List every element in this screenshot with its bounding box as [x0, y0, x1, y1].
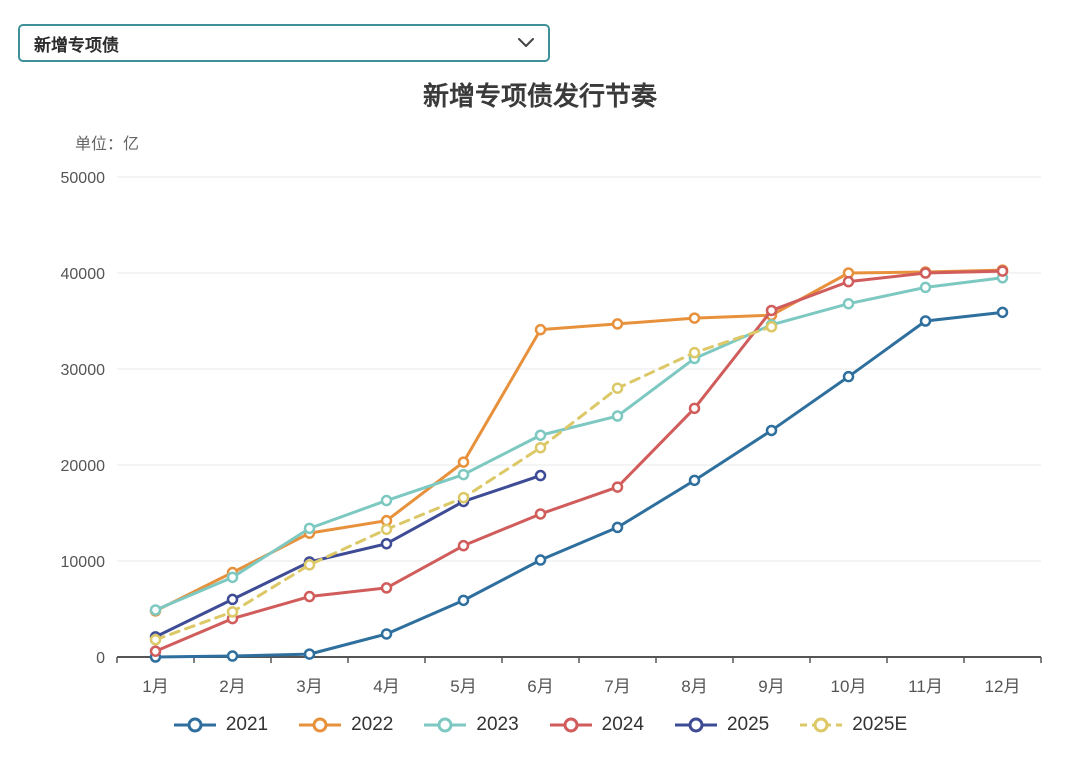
line-chart: 0 10000 20000 30000 40000 50000 1月 2月 3月 4月 5月 6月 7月…: [61, 170, 1042, 696]
legend-line-marker-icon: [173, 717, 216, 733]
x-axis-label: 5月: [450, 677, 476, 696]
chart-title: 新增专项债发行节奏: [422, 81, 657, 111]
chevron-down-icon: [518, 38, 534, 47]
series-line-2024: [154, 269, 1004, 653]
x-axis-label: 9月: [758, 677, 784, 696]
data-point-2023[interactable]: [611, 410, 624, 422]
legend-label: 2024: [601, 714, 644, 735]
data-point-2025[interactable]: [380, 537, 393, 550]
data-point-2021[interactable]: [611, 521, 624, 534]
data-point-2021[interactable]: [534, 554, 547, 566]
data-point-2025E[interactable]: [765, 321, 778, 333]
legend-item-2025[interactable]: 2025: [674, 714, 769, 736]
data-point-2023[interactable]: [303, 522, 316, 535]
data-point-2023[interactable]: [534, 429, 547, 441]
y-axis-label: 50000: [61, 170, 106, 187]
data-point-2025E[interactable]: [226, 606, 239, 618]
data-point-2021[interactable]: [765, 424, 778, 437]
data-point-2025[interactable]: [226, 593, 239, 606]
data-point-2024[interactable]: [457, 539, 470, 552]
x-axis-label: 10月: [831, 677, 867, 696]
legend-line-marker-icon: [674, 717, 717, 733]
y-axis-label: 0: [96, 650, 105, 667]
legend-line-marker-icon: [549, 717, 592, 733]
y-axis-label: 30000: [61, 362, 106, 379]
data-point-2022[interactable]: [534, 323, 547, 336]
data-point-2024[interactable]: [149, 645, 162, 657]
data-point-2024[interactable]: [688, 402, 701, 415]
legend-label: 2022: [351, 714, 394, 735]
data-point-2021[interactable]: [303, 648, 316, 660]
legend-line-marker-icon: [424, 717, 467, 733]
legend-label: 2025E: [852, 714, 908, 735]
data-point-2025E[interactable]: [380, 523, 393, 536]
data-point-2025[interactable]: [534, 469, 547, 482]
x-axis-label: 3月: [296, 677, 322, 696]
data-point-2024[interactable]: [842, 275, 855, 288]
x-axis-label: 11月: [908, 677, 943, 696]
x-axis-label: 4月: [373, 677, 399, 696]
data-point-2022[interactable]: [457, 456, 470, 468]
data-point-2024[interactable]: [303, 590, 316, 603]
legend-item-2021[interactable]: 2021: [173, 714, 268, 736]
legend-item-2023[interactable]: 2023: [423, 714, 519, 736]
x-axis-label: 12月: [985, 677, 1021, 696]
data-point-2024[interactable]: [611, 481, 624, 493]
legend-label: 2023: [476, 714, 519, 735]
data-point-2023[interactable]: [919, 281, 932, 294]
data-point-2025E[interactable]: [457, 491, 470, 504]
legend-line-marker-icon: [299, 717, 342, 733]
data-point-2021[interactable]: [842, 370, 855, 383]
series-select[interactable]: 新增专项债: [18, 24, 550, 62]
data-point-2022[interactable]: [611, 318, 624, 330]
chart-legend: 2021 2022 2023 2024 2025 2025E: [0, 714, 1080, 736]
data-point-2023[interactable]: [226, 571, 239, 584]
x-axis-label: 1月: [142, 677, 168, 696]
data-point-2023[interactable]: [380, 494, 393, 507]
series-line-2022: [154, 268, 1004, 613]
data-point-2025E[interactable]: [611, 382, 624, 394]
data-point-2024[interactable]: [996, 265, 1009, 277]
x-axis-label: 7月: [604, 677, 630, 696]
data-point-2023[interactable]: [149, 604, 162, 616]
y-axis-label: 10000: [61, 554, 106, 571]
data-point-2023[interactable]: [842, 297, 855, 310]
data-point-2024[interactable]: [380, 582, 393, 594]
x-axis-label: 2月: [219, 677, 245, 696]
unit-label: 单位：亿: [75, 136, 140, 153]
data-point-2024[interactable]: [765, 304, 778, 317]
data-point-2025E[interactable]: [149, 633, 162, 646]
legend-label: 2025: [726, 714, 770, 735]
legend-item-2022[interactable]: 2022: [298, 714, 393, 736]
data-point-2024[interactable]: [919, 267, 932, 279]
data-point-2021[interactable]: [688, 474, 701, 487]
data-point-2025E[interactable]: [688, 346, 701, 359]
x-axis-label: 8月: [681, 677, 707, 696]
legend-item-2025E[interactable]: 2025E: [799, 714, 907, 736]
legend-item-2024[interactable]: 2024: [549, 714, 644, 736]
y-axis-label: 20000: [61, 458, 106, 475]
data-point-2024[interactable]: [534, 508, 547, 520]
data-point-2022[interactable]: [688, 312, 701, 324]
series-select-value: 新增专项债: [34, 35, 119, 55]
legend-label: 2021: [225, 714, 269, 735]
data-point-2021[interactable]: [226, 650, 239, 662]
data-point-2021[interactable]: [457, 594, 470, 607]
data-point-2023[interactable]: [457, 468, 470, 481]
data-point-2025E[interactable]: [303, 559, 316, 571]
data-point-2021[interactable]: [996, 306, 1009, 319]
series-line-2023: [154, 276, 1004, 612]
data-point-2021[interactable]: [919, 315, 932, 327]
y-axis-label: 40000: [61, 266, 106, 283]
series-line-2025: [154, 474, 542, 639]
data-point-2021[interactable]: [380, 628, 393, 640]
x-axis-label: 6月: [527, 677, 553, 696]
series-line-2021: [154, 310, 1004, 659]
legend-line-marker-icon: [800, 717, 843, 733]
data-point-2025E[interactable]: [534, 441, 547, 454]
